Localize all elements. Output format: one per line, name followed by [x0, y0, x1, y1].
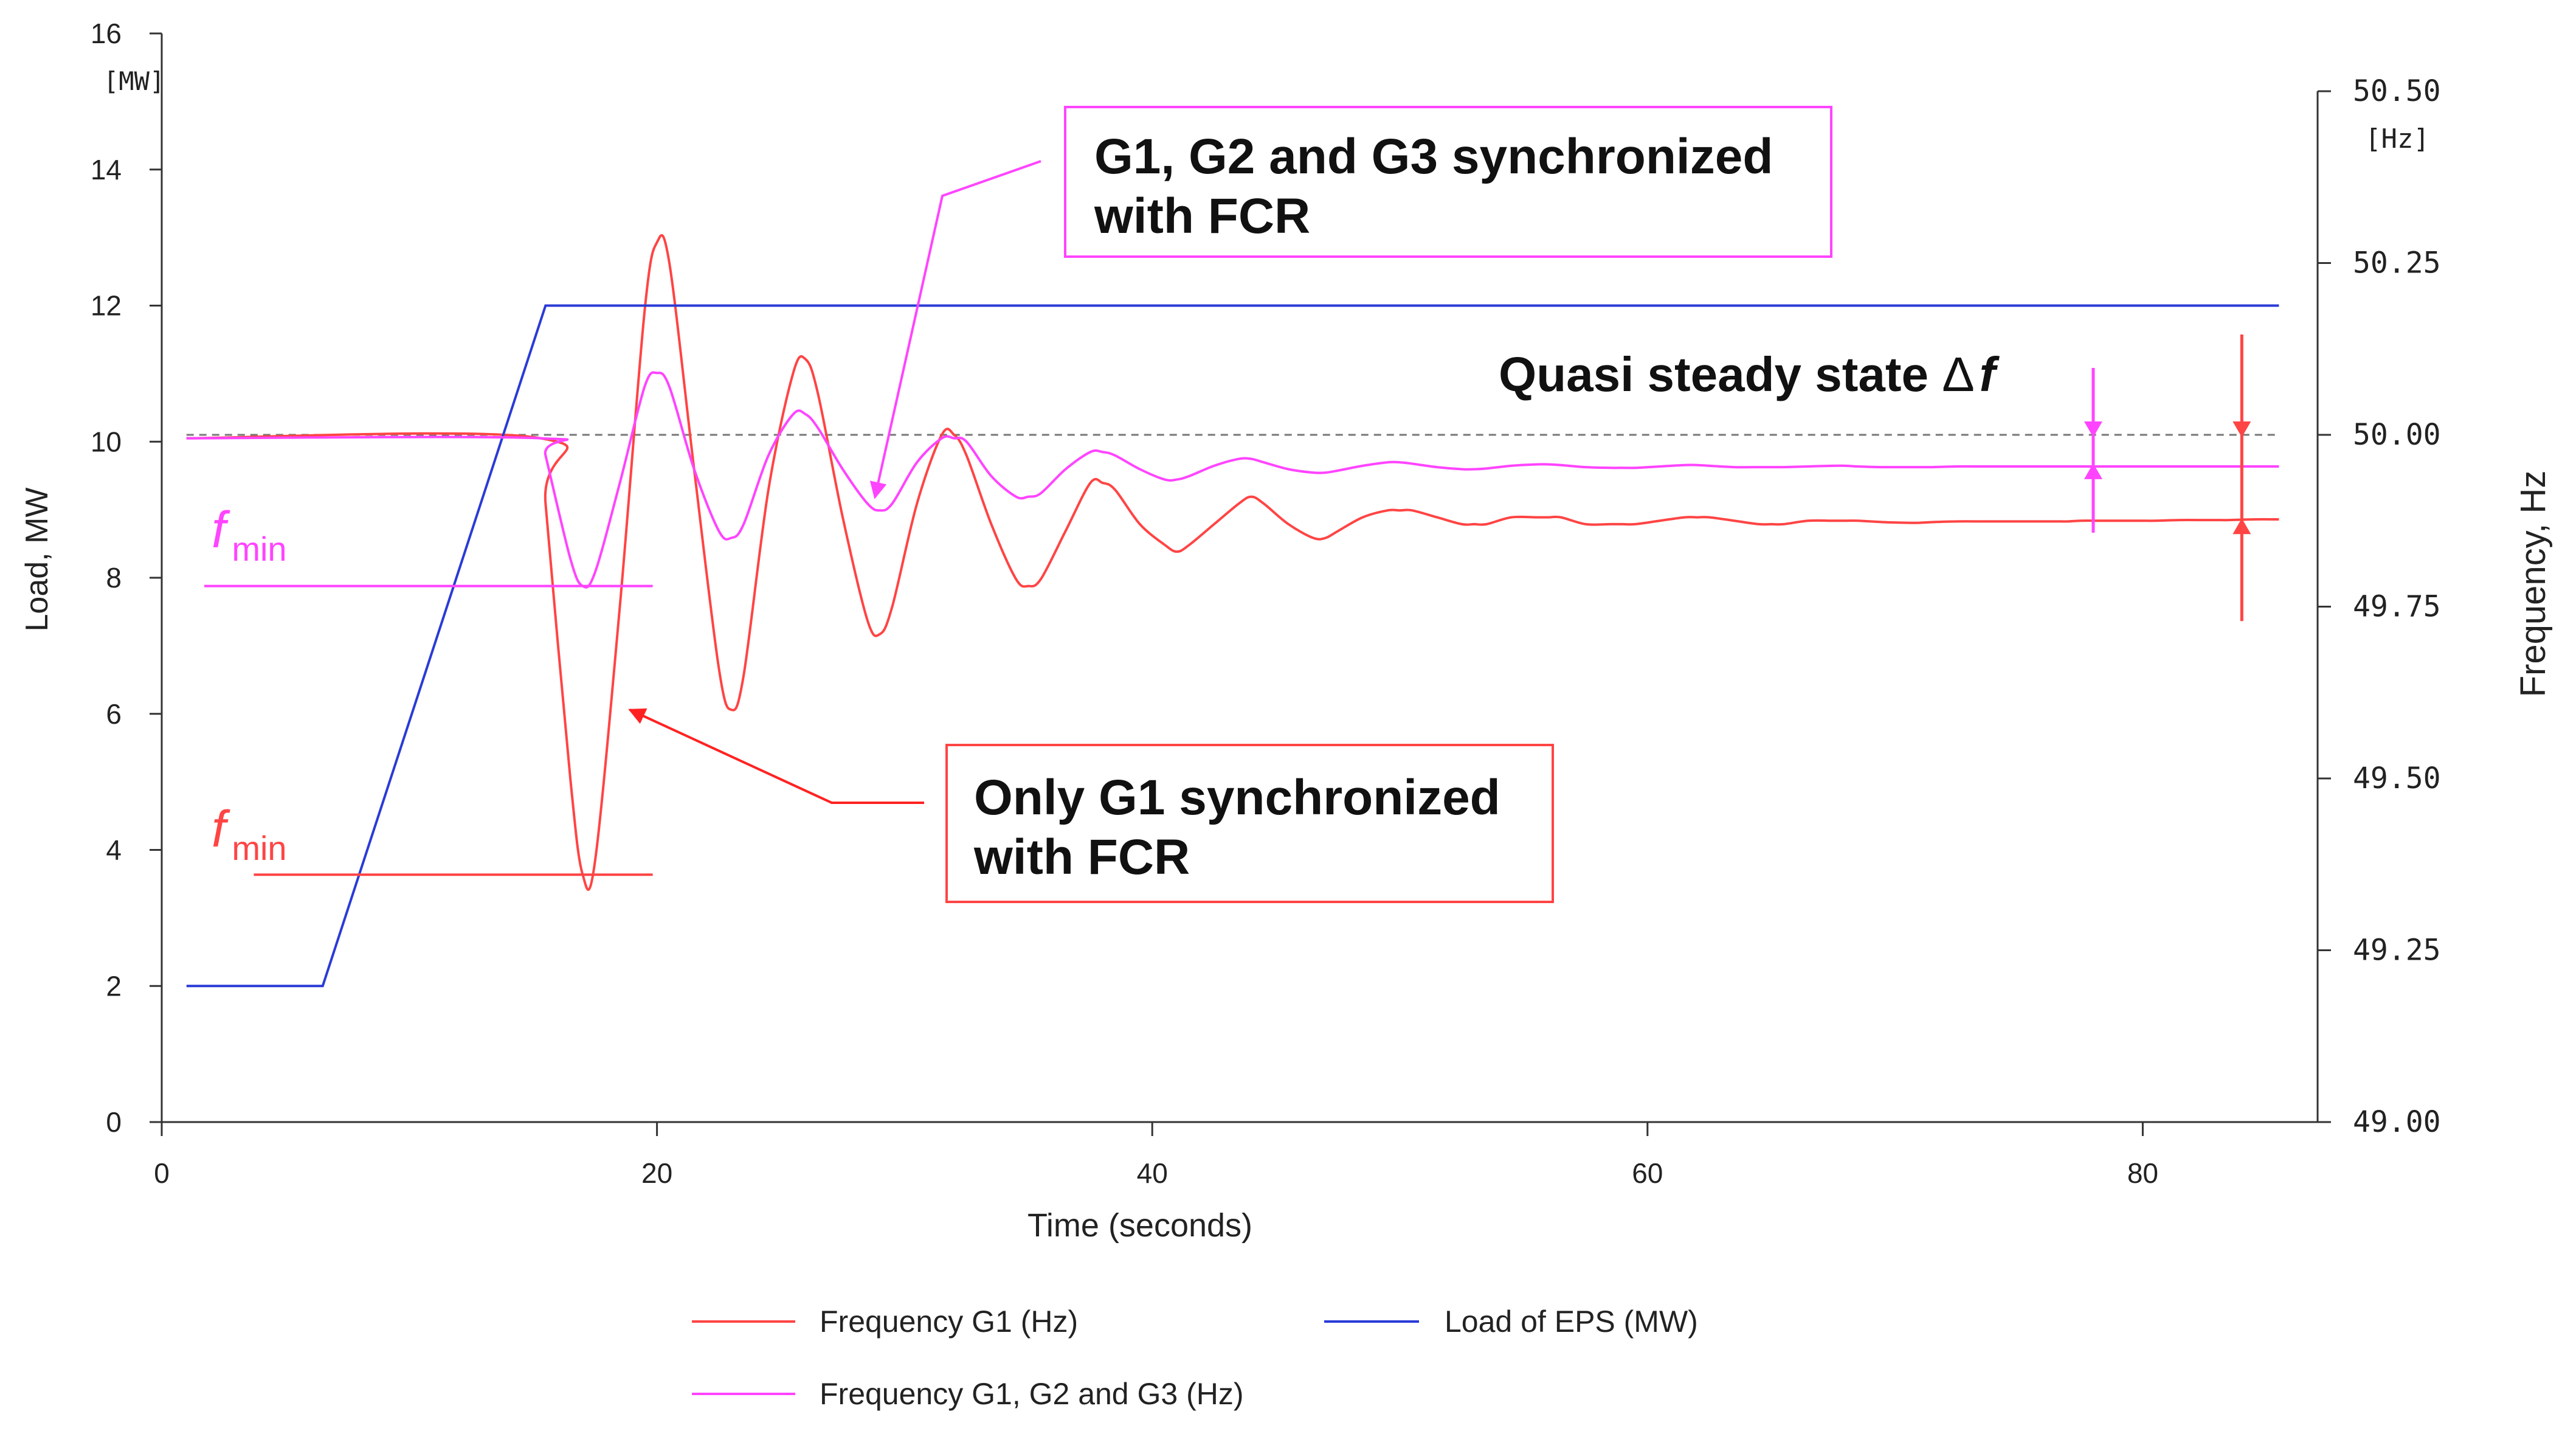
y-right-tick-label: 49.00	[2353, 1105, 2441, 1139]
fmin-label: f min	[212, 501, 287, 568]
y-right-tick-label: 49.75	[2353, 590, 2441, 624]
legend-label-frequency-g123: Frequency G1, G2 and G3 (Hz)	[820, 1377, 1244, 1411]
annotation-g1: Only G1 synchronized with FCR	[628, 708, 1554, 903]
y-axis-left-unit: [MW]	[103, 66, 165, 96]
x-axis-title: Time (seconds)	[1027, 1207, 1252, 1244]
annotation-g123-line2: with FCR	[1094, 189, 1310, 244]
y-axis-left-title: Load, MW	[19, 488, 55, 632]
fmin-label: f min	[212, 800, 287, 867]
legend-label-load-eps: Load of EPS (MW)	[1445, 1305, 1698, 1339]
annotation-g123-box	[1064, 106, 1832, 258]
delta-f-markers	[2084, 334, 2251, 622]
x-tick-label: 20	[641, 1157, 672, 1189]
x-tick-label: 60	[1632, 1157, 1663, 1189]
y-axis-right-title: Frequency, Hz	[2513, 471, 2553, 698]
y-left-tick-label: 10	[91, 426, 122, 457]
annotation-g1-pointer	[628, 708, 924, 804]
quasi-label-var: f	[1980, 347, 2000, 401]
annotation-g1-box	[945, 744, 1554, 903]
annotation-g123-pointer	[869, 160, 1041, 499]
y-axis-right-unit: [Hz]	[2365, 123, 2429, 154]
y-left-tick-label: 4	[106, 834, 122, 866]
series-line-0	[186, 234, 2279, 891]
fmin-label-main: f	[212, 501, 230, 558]
y-left-tick-label: 14	[91, 154, 122, 185]
fmin-label-main: f	[212, 800, 230, 858]
y-right-tick-label: 50.00	[2353, 418, 2441, 452]
legend: Frequency G1 (Hz) Load of EPS (MW) Frequ…	[692, 1305, 1698, 1411]
y-left-tick-label: 0	[106, 1106, 122, 1138]
series-line-2	[186, 371, 2279, 589]
legend-label-frequency-g1: Frequency G1 (Hz)	[820, 1305, 1078, 1339]
fmin-label-sub: min	[232, 829, 286, 867]
delta-f-arrow-up	[2084, 463, 2102, 479]
series-line-1	[186, 304, 2279, 988]
y-left-tick-label: 8	[106, 562, 122, 594]
y-right-tick-label: 49.50	[2353, 761, 2441, 795]
x-axis-ticks: 0 20 40 60 80	[154, 1122, 2158, 1189]
y-left-tick-label: 2	[106, 970, 122, 1002]
series-layer	[186, 234, 2279, 988]
y-right-tick-label: 49.25	[2353, 934, 2441, 968]
x-tick-label: 80	[2127, 1157, 2158, 1189]
x-tick-label: 40	[1137, 1157, 1168, 1189]
quasi-label-delta: Δ	[1942, 347, 1974, 401]
annotation-g123-line1: G1, G2 and G3 synchronized	[1094, 129, 1773, 184]
annotation-g123: G1, G2 and G3 synchronized with FCR	[869, 106, 1832, 499]
annotation-g1-line1: Only G1 synchronized	[974, 770, 1500, 825]
fmin-label-sub: min	[232, 530, 286, 568]
delta-f-arrow-down	[2084, 421, 2102, 437]
y-right-tick-label: 50.50	[2353, 74, 2441, 108]
y-left-tick-label: 16	[91, 18, 122, 49]
quasi-label-prefix: Quasi steady state	[1499, 347, 1942, 401]
y-right-tick-label: 50.25	[2353, 246, 2441, 280]
y-left-tick-label: 12	[91, 290, 122, 322]
delta-f-arrow-up	[2232, 518, 2251, 535]
y-axis-left-ticks: 0 2 4 6 8 10 12 14 16	[91, 18, 162, 1138]
y-axis-right-ticks: 49.00 49.25 49.50 49.75 50.00 50.25 50.50	[2318, 74, 2441, 1139]
y-left-tick-label: 6	[106, 698, 122, 730]
delta-f-arrow-down	[2232, 421, 2251, 437]
annotation-g1-line2: with FCR	[973, 830, 1190, 885]
x-tick-label: 0	[154, 1157, 170, 1189]
